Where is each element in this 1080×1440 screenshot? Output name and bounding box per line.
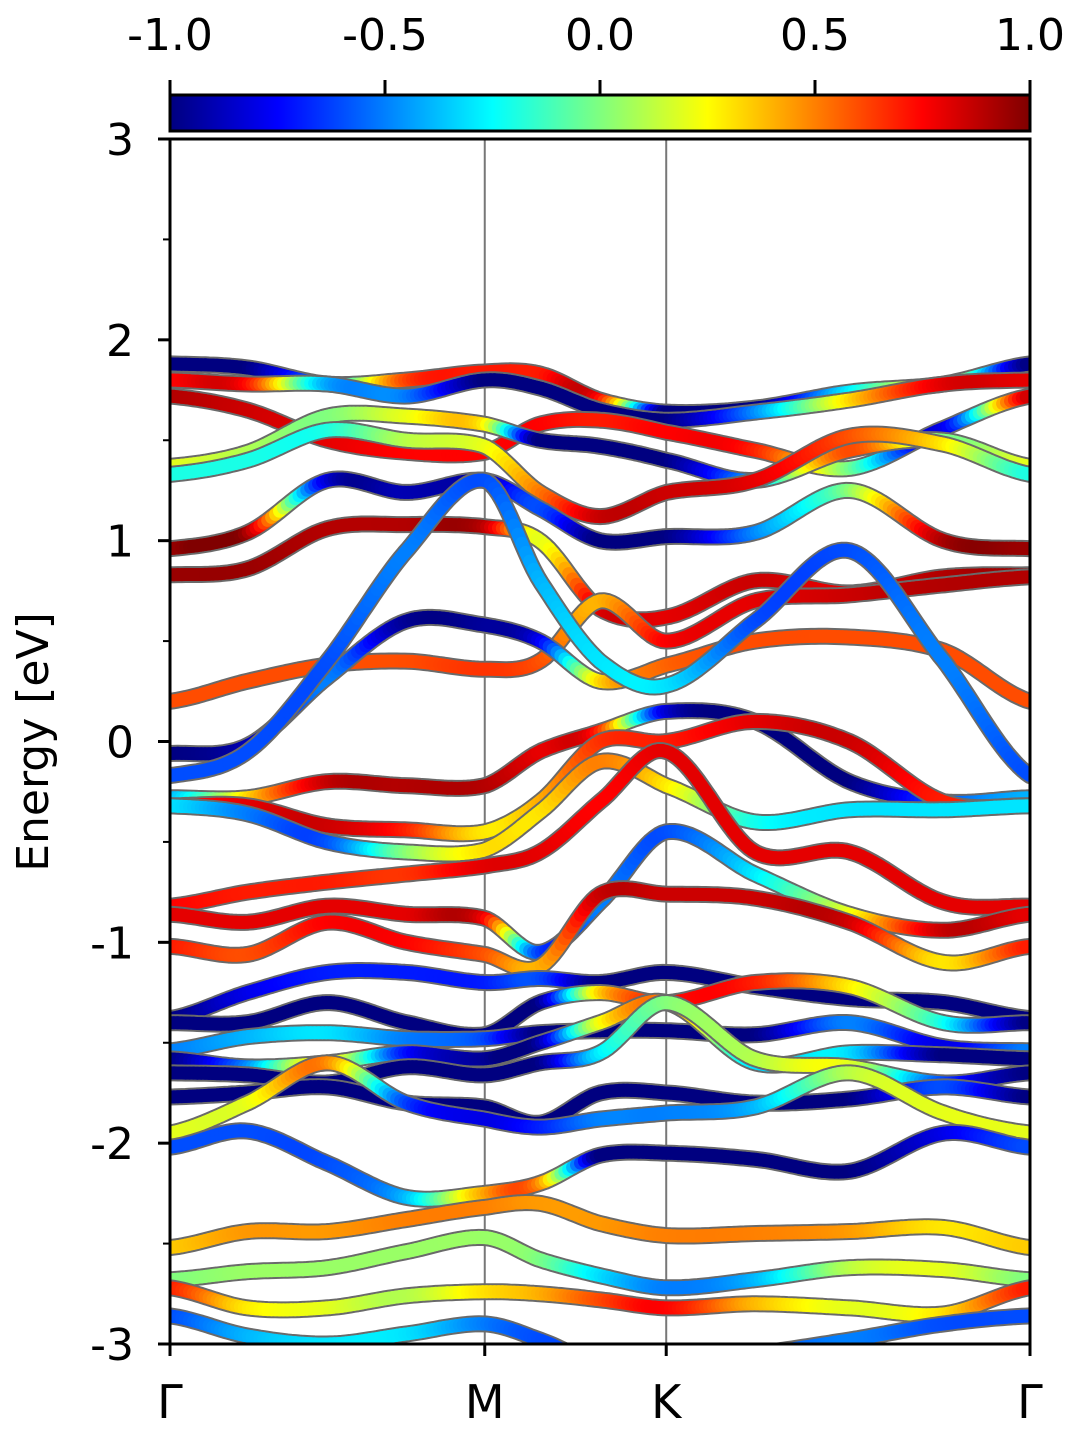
band-series: [170, 421, 1030, 526]
band-series: [170, 371, 1030, 429]
colorbar-tick-label: 0.5: [780, 10, 850, 61]
colorbar-tick-label: -0.5: [342, 10, 428, 61]
colorbar-ticks: -1.0 -0.5 0.0 0.5 1.0: [127, 10, 1065, 95]
plot-area: [168, 137, 1032, 1346]
band-series: [170, 752, 1030, 863]
band-series: [170, 471, 1030, 785]
band-lines: [170, 355, 1030, 1344]
colorbar-gradient: [168, 93, 1032, 133]
colorbar-tick-label: -1.0: [127, 10, 213, 61]
colorbar-tick-label: 0.0: [565, 10, 635, 61]
colorbar-tick-label: 1.0: [995, 10, 1065, 61]
colorbar: -1.0 -0.5 0.0 0.5 1.0: [127, 10, 1065, 133]
